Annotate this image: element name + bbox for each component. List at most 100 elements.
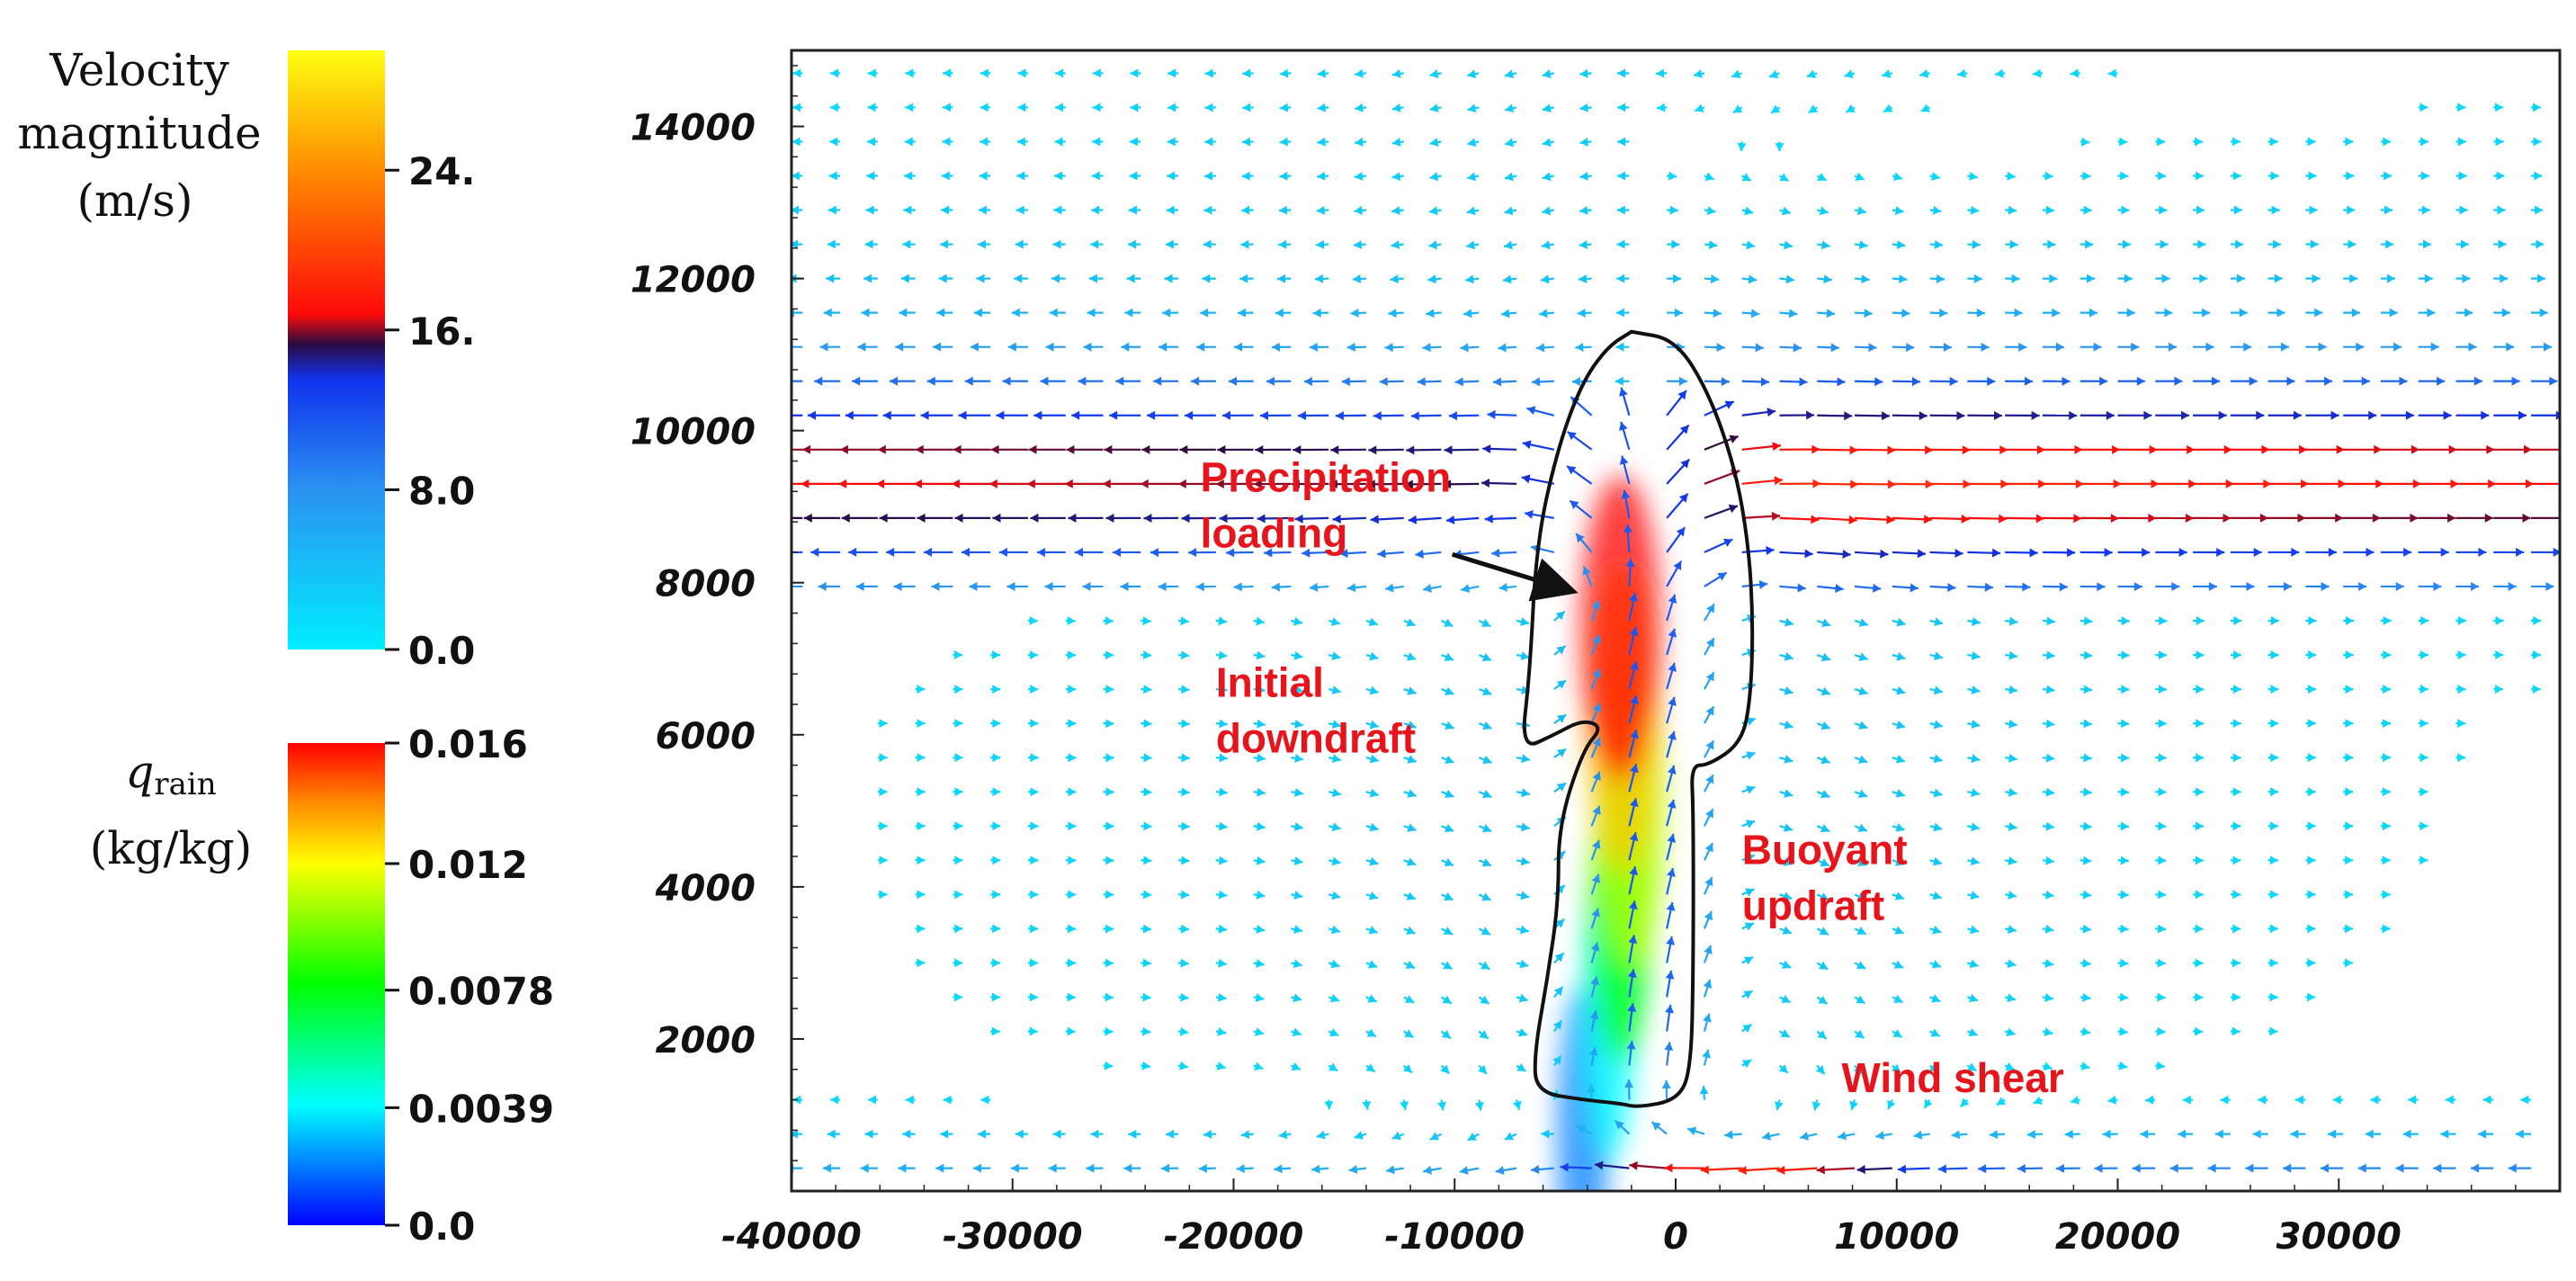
velocity-vector <box>2380 616 2392 626</box>
velocity-vector <box>1441 892 1454 901</box>
velocity-vector <box>1628 900 1638 929</box>
velocity-vector <box>2230 581 2255 591</box>
velocity-vector <box>2193 376 2221 386</box>
velocity-vector <box>1741 343 1764 353</box>
velocity-vector <box>1817 240 1830 250</box>
velocity-vector <box>792 171 803 181</box>
velocity-vector <box>1667 171 1677 181</box>
velocity-vector <box>2343 924 2354 934</box>
velocity-vector <box>1892 755 1906 764</box>
velocity-vector <box>1177 924 1190 934</box>
velocity-vector <box>1704 309 1722 318</box>
velocity-vector <box>2380 137 2392 147</box>
velocity-vector <box>1253 1027 1265 1036</box>
velocity-vector <box>1253 924 1266 934</box>
velocity-vector <box>1967 651 1981 660</box>
velocity-vector <box>1929 514 1970 524</box>
velocity-vector <box>1478 686 1492 696</box>
velocity-vector <box>2343 410 2377 420</box>
velocity-vector <box>1222 410 1254 420</box>
rain-colorbar: qrain (kg/kg) 0.016 0.012 0.0078 0.0039 0.0 <box>90 722 554 1249</box>
velocity-vector <box>1590 668 1601 690</box>
velocity-vector <box>1892 479 1934 489</box>
velocity-vector <box>1817 343 1839 353</box>
velocity-vector <box>893 581 916 591</box>
velocity-vector <box>877 787 888 797</box>
velocity-vector <box>1892 515 1933 524</box>
velocity-vector <box>1143 514 1179 524</box>
velocity-vector <box>1071 410 1104 420</box>
velocity-vector <box>1816 1030 1828 1040</box>
velocity-vector <box>2305 137 2316 147</box>
velocity-vector <box>1441 721 1454 730</box>
velocity-vector <box>1328 685 1341 694</box>
velocity-vector <box>1817 309 1836 318</box>
velocity-vector <box>1215 616 1228 626</box>
velocity-vector <box>1703 808 1714 827</box>
velocity-vector <box>1045 342 1066 352</box>
velocity-vector <box>2531 205 2544 215</box>
velocity-vector <box>905 1095 916 1105</box>
velocity-vector <box>1027 924 1039 934</box>
velocity-vector <box>1967 720 1981 729</box>
velocity-vector <box>1448 411 1480 421</box>
velocity-vector <box>2117 924 2129 934</box>
velocity-vector <box>2380 444 2419 454</box>
velocity-vector <box>1404 479 1442 489</box>
velocity-vector <box>1535 343 1554 353</box>
velocity-vector <box>1241 137 1254 147</box>
velocity-vector <box>1478 1030 1489 1040</box>
velocity-vector <box>2380 924 2391 934</box>
velocity-vector <box>1929 343 1952 353</box>
velocity-vector <box>2117 444 2158 454</box>
velocity-vector <box>2380 890 2391 900</box>
velocity-vector <box>2305 239 2319 249</box>
velocity-vector <box>915 753 926 763</box>
velocity-vector <box>1339 549 1367 559</box>
velocity-vector <box>1844 69 1856 78</box>
velocity-vector <box>2005 821 2017 831</box>
velocity-colorbar-tick-label: 8.0 <box>408 469 475 513</box>
velocity-vector <box>2230 137 2241 147</box>
velocity-vector <box>1390 274 1404 284</box>
velocity-vector <box>1951 1130 1968 1140</box>
velocity-vector <box>1241 205 1254 215</box>
velocity-vector <box>2155 137 2166 147</box>
velocity-vector <box>1016 171 1028 181</box>
velocity-vector <box>2305 890 2316 900</box>
velocity-vector <box>2267 547 2300 557</box>
velocity-vector <box>2005 685 2018 694</box>
velocity-vector <box>1779 960 1792 969</box>
velocity-vector <box>1576 1124 1593 1135</box>
velocity-vector <box>1379 377 1404 387</box>
velocity-vector <box>1291 616 1303 626</box>
velocity-vector <box>1233 582 1254 592</box>
velocity-vector <box>1854 549 1889 559</box>
velocity-vector <box>1704 274 1720 284</box>
velocity-vector <box>2343 376 2370 386</box>
velocity-vector <box>920 410 953 420</box>
velocity-vector <box>1291 787 1303 797</box>
velocity-vector <box>1105 513 1141 523</box>
velocity-vector <box>2455 239 2469 249</box>
velocity-vector <box>1855 411 1891 421</box>
velocity-vector <box>1428 240 1442 250</box>
velocity-vector <box>990 753 1001 763</box>
velocity-vector <box>1328 993 1340 1003</box>
velocity-vector <box>1487 409 1517 419</box>
velocity-vector <box>974 308 991 318</box>
velocity-vector <box>1167 171 1179 181</box>
velocity-vector <box>807 410 841 420</box>
velocity-vector <box>1219 514 1254 524</box>
velocity-vector <box>1779 891 1793 900</box>
velocity-vector <box>1628 832 1639 861</box>
velocity-vector <box>2343 137 2354 147</box>
velocity-vector <box>2418 753 2428 763</box>
velocity-vector <box>1478 824 1492 833</box>
velocity-vector <box>1215 685 1228 694</box>
velocity-vector <box>940 1129 953 1139</box>
velocity-vector <box>1741 377 1770 387</box>
velocity-vector <box>1460 343 1480 353</box>
velocity-vector <box>2094 1163 2118 1173</box>
velocity-vector <box>1215 650 1228 660</box>
